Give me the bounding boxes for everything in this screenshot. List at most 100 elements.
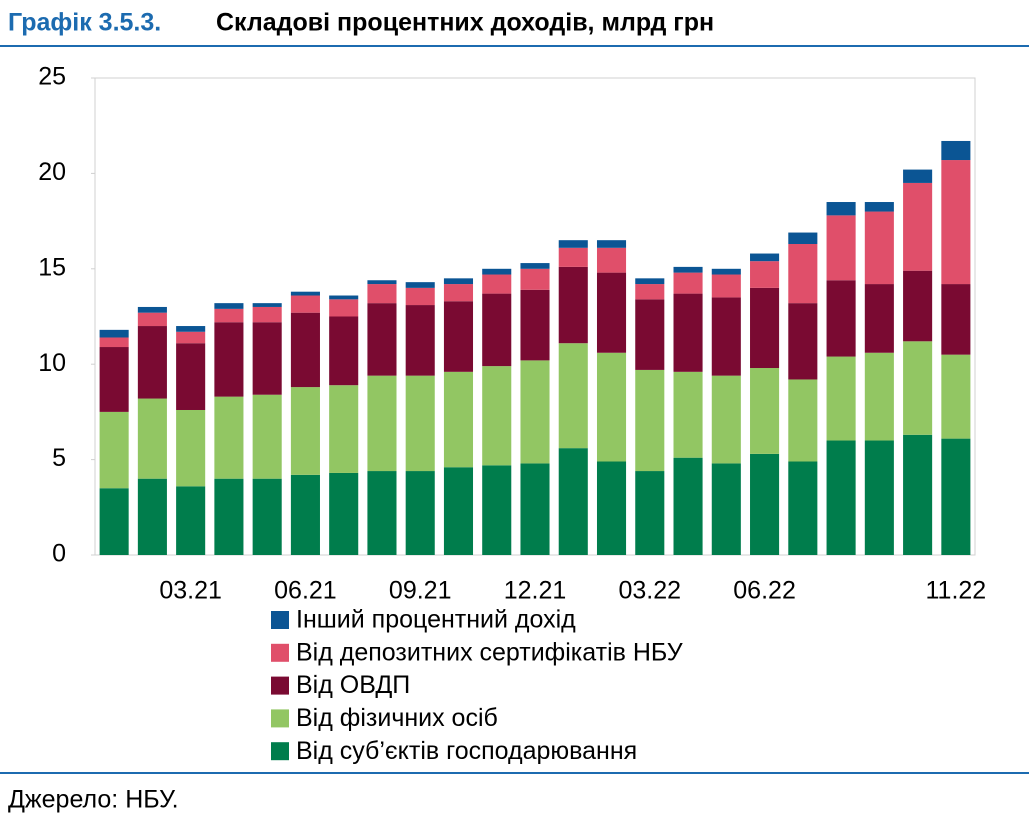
bar-segment [329,472,359,555]
legend-swatch [271,676,289,695]
bar-segment [482,366,512,466]
x-tick-label: 06.22 [733,577,796,605]
legend-label: Інший процентний дохід [296,606,576,634]
bar-segment [864,211,894,285]
bar-segment [137,306,167,313]
bar-segment [520,268,550,290]
bar-segment [99,337,129,348]
bar-segment [176,486,206,555]
bar-segment [558,448,588,555]
bar-segment [558,240,588,248]
bar-segment [635,278,665,285]
bar-segment [903,434,933,555]
bar-segment [252,303,282,307]
y-tick-label: 5 [52,444,66,472]
x-tick-label: 03.21 [159,577,222,605]
legend-label: Від фізичних осіб [296,704,498,732]
chart-title-label: Графік 3.5.3. [8,9,161,37]
y-tick-label: 15 [38,253,66,281]
bar-segment [405,282,435,288]
bar-segment [443,371,474,468]
bar-segment [99,488,129,555]
bar-segment [443,301,474,372]
bar-segment [214,322,244,397]
bar-segment [214,303,244,309]
x-tick-label: 11.22 [926,577,987,605]
bar-segment [176,331,206,344]
bar-segment [903,270,933,342]
bar-segment [635,284,665,300]
bar-segment [941,160,971,285]
y-tick-label: 0 [52,540,66,568]
bar-segment [520,263,550,269]
legend-swatch [271,611,289,629]
bar-segment [214,478,244,555]
bar-segment [99,347,129,412]
bar-segment [520,360,550,464]
bar-segment [596,461,627,555]
legend-swatch [271,643,289,662]
bar-segment [635,299,665,370]
bar-segment [405,375,435,472]
bar-segment [826,356,856,441]
bar-segment [558,343,588,449]
bar-segment [596,240,627,248]
bar-segment [941,354,971,439]
bar-segment [214,396,244,479]
bar-segment [482,274,512,294]
bar-segment [367,284,397,304]
bar-segment [99,411,129,489]
bar-segment [482,268,512,275]
bar-segment [520,463,550,555]
bar-segment [711,268,741,275]
x-tick-label: 12.21 [504,577,567,605]
bar-segment [941,284,971,355]
bar-segment [673,266,703,273]
bar-segment [826,440,856,555]
legend-swatch [271,709,289,728]
x-tick-label: 03.22 [619,577,682,605]
bar-segment [176,409,206,487]
legend-label: Від суб’єктів господарювання [296,737,637,765]
bar-segment [826,215,856,281]
bar-segment [252,394,282,479]
bar-segment [750,368,780,454]
legend-label: Від ОВДП [296,671,410,699]
bar-segment [405,471,435,555]
bar-segment [711,375,741,464]
bar-segment [290,387,320,475]
bar-segment [443,278,474,285]
bar-segment [214,308,244,323]
bar-segment [635,471,665,555]
bar-segment [711,297,741,376]
bar-segment [711,274,741,298]
bar-segment [443,284,474,302]
bar-segment [520,289,550,361]
bar-segment [137,326,167,399]
bar-segment [673,371,703,458]
bar-segment [329,316,359,386]
bar-segment [673,457,703,555]
bar-segment [99,329,129,338]
bar-segment [405,287,435,306]
bar-segment [941,438,971,555]
bar-segment [750,453,780,555]
bar-segment [367,375,397,472]
bar-segment [903,341,933,435]
bar-segment [290,474,320,555]
bar-segment [788,243,818,304]
x-tick-label: 09.21 [389,577,452,605]
bar-segment [329,295,359,300]
bar-segment [788,232,818,244]
bar-segment [482,293,512,367]
bar-segment [367,280,397,285]
y-tick-label: 25 [38,63,66,91]
y-tick-label: 10 [38,349,66,377]
bar-segment [826,280,856,357]
bar-segment [788,303,818,380]
bar-segment [290,291,320,296]
bar-segment [405,305,435,376]
bar-segment [596,272,627,353]
bar-segment [252,478,282,555]
